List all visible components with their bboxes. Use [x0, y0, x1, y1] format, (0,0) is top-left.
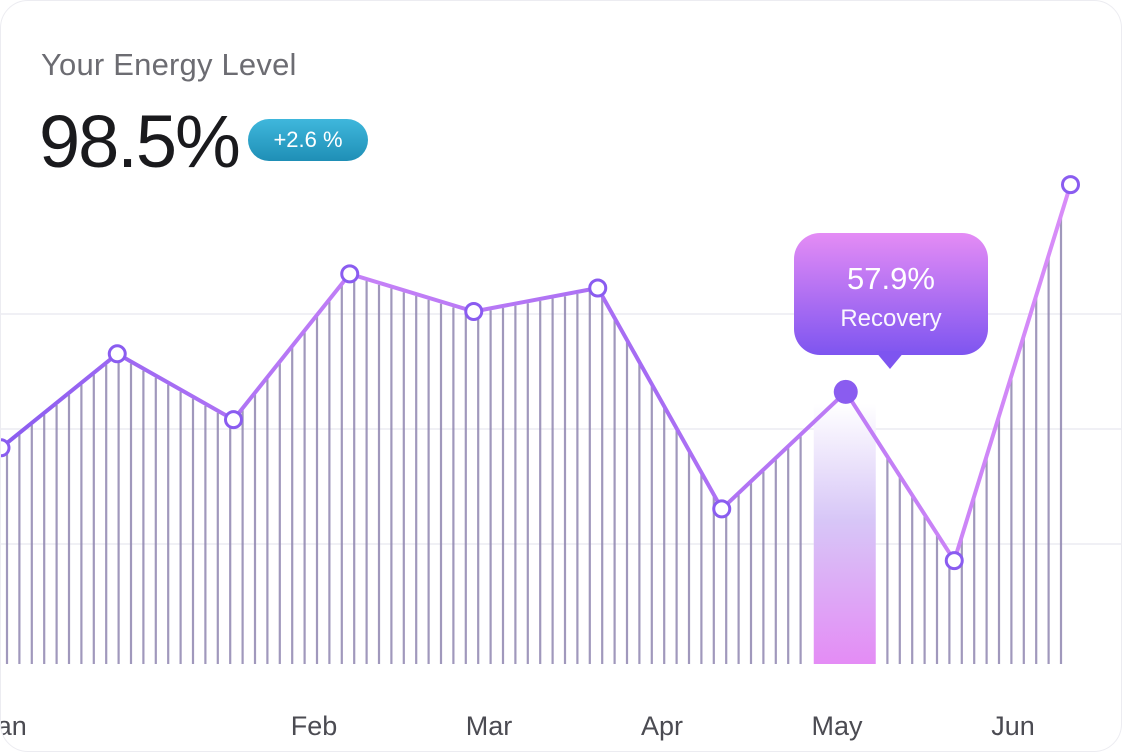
highlight-bar — [813, 403, 876, 664]
data-point — [1061, 175, 1080, 195]
data-point — [107, 344, 127, 364]
x-tick-label: May — [811, 711, 863, 741]
series-line — [1, 182, 1073, 563]
highlight-point — [833, 379, 858, 404]
x-tick-label: Apr — [641, 711, 683, 741]
tooltip-label: Recovery — [840, 305, 942, 332]
x-tick-label: Jun — [991, 711, 1035, 741]
data-point — [340, 264, 360, 284]
data-point — [224, 410, 243, 430]
x-tick-label: Jan — [1, 711, 27, 741]
data-point — [1, 438, 11, 458]
data-point — [712, 499, 732, 519]
highlight-bar-group — [813, 403, 876, 664]
points-group — [1, 175, 1080, 571]
data-point — [588, 278, 608, 298]
tooltip-arrow — [875, 351, 905, 369]
series-line-group — [1, 182, 1073, 563]
energy-value: 98.5% — [39, 100, 241, 183]
change-badge: +2.6 % — [248, 119, 368, 161]
data-point — [464, 302, 484, 321]
card-title: Your Energy Level — [41, 47, 297, 82]
x-tick-label: Feb — [291, 711, 338, 741]
x-tick-label: Mar — [466, 711, 513, 741]
tooltip: 57.9% Recovery — [794, 233, 988, 355]
tooltip-value: 57.9% — [847, 261, 935, 296]
x-axis-labels: Jan Feb Mar Apr May Jun — [1, 711, 1035, 741]
bars-group — [5, 217, 1063, 664]
data-point — [944, 551, 964, 571]
